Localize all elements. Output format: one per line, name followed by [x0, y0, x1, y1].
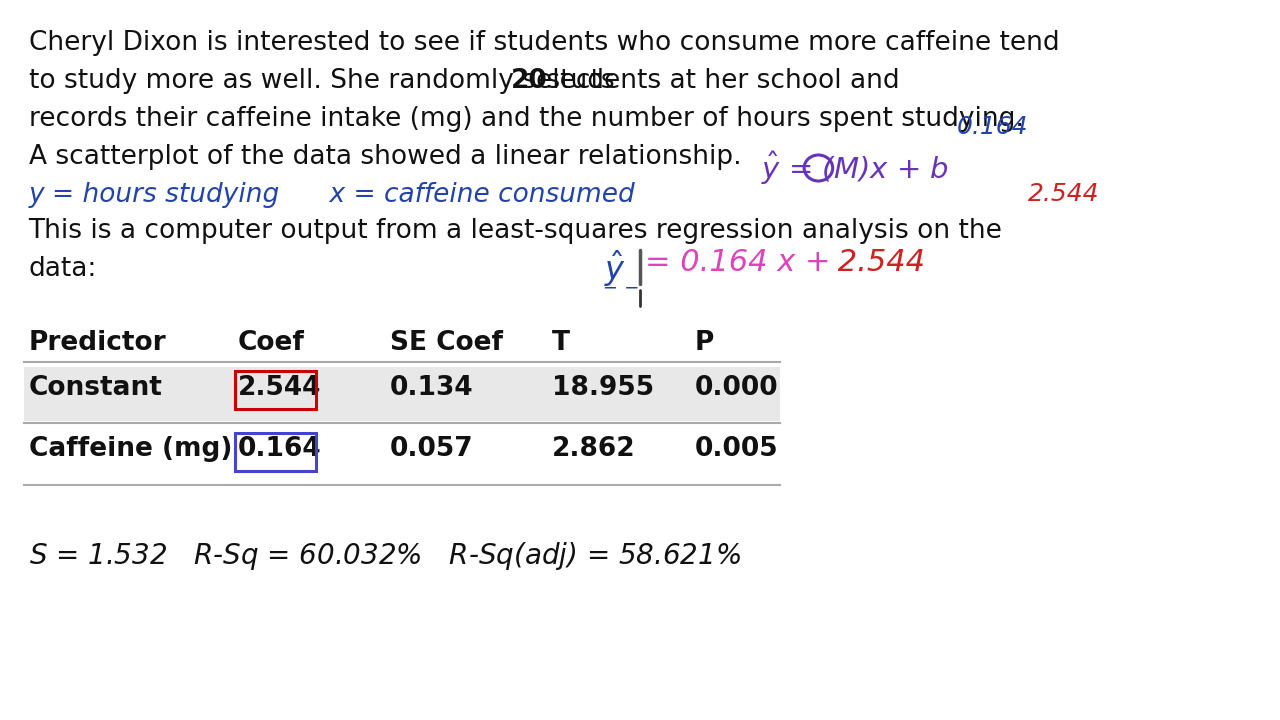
- Text: Caffeine (mg): Caffeine (mg): [28, 436, 232, 462]
- Text: = 0.164 x +: = 0.164 x +: [645, 248, 831, 277]
- Text: 0.164: 0.164: [956, 115, 1028, 139]
- Text: $S$ = 1.532   R-Sq = 60.032%   R-Sq(adj) = 58.621%: $S$ = 1.532 R-Sq = 60.032% R-Sq(adj) = 5…: [28, 540, 741, 572]
- Text: Cheryl Dixon is interested to see if students who consume more caffeine tend: Cheryl Dixon is interested to see if stu…: [28, 30, 1059, 56]
- Text: Predictor: Predictor: [28, 330, 166, 356]
- Text: 0.000: 0.000: [695, 375, 778, 401]
- Text: 20: 20: [511, 68, 548, 94]
- Text: This is a computer output from a least-squares regression analysis on the: This is a computer output from a least-s…: [28, 218, 1002, 244]
- Text: students at her school and: students at her school and: [538, 68, 900, 94]
- Text: 2.544: 2.544: [1028, 182, 1100, 206]
- Text: 0.134: 0.134: [390, 375, 474, 401]
- Bar: [24, 367, 781, 421]
- Text: Constant: Constant: [28, 375, 163, 401]
- Text: 0.005: 0.005: [695, 436, 778, 462]
- Bar: [236, 433, 316, 471]
- Text: 18.955: 18.955: [552, 375, 654, 401]
- Text: to study more as well. She randomly selects: to study more as well. She randomly sele…: [28, 68, 622, 94]
- Text: SE Coef: SE Coef: [390, 330, 503, 356]
- Text: data:: data:: [28, 256, 97, 282]
- Text: 2.544: 2.544: [238, 375, 321, 401]
- Text: 2.862: 2.862: [552, 436, 636, 462]
- Text: 0.164: 0.164: [238, 436, 321, 462]
- Text: 2.544: 2.544: [828, 248, 925, 277]
- Text: A scatterplot of the data showed a linear relationship.: A scatterplot of the data showed a linea…: [28, 144, 741, 170]
- Text: y = hours studying      x = caffeine consumed: y = hours studying x = caffeine consumed: [28, 182, 635, 208]
- Text: $\hat{y}$ = (M)x + b: $\hat{y}$ = (M)x + b: [762, 150, 950, 187]
- Text: $\hat{y}$: $\hat{y}$: [604, 248, 626, 289]
- Text: records their caffeine intake (mg) and the number of hours spent studying.: records their caffeine intake (mg) and t…: [28, 106, 1024, 132]
- Text: 0.057: 0.057: [390, 436, 474, 462]
- Text: ─  ─: ─ ─: [604, 280, 637, 298]
- Text: P: P: [695, 330, 714, 356]
- Bar: [236, 371, 316, 409]
- Text: T: T: [552, 330, 570, 356]
- Text: Coef: Coef: [238, 330, 305, 356]
